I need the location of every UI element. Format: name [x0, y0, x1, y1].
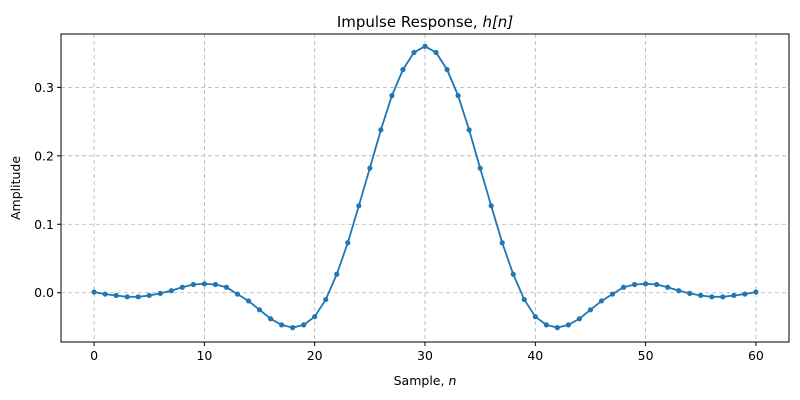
data-point — [532, 314, 538, 320]
data-point — [631, 281, 638, 288]
data-point — [267, 316, 274, 322]
data-point — [510, 271, 516, 277]
data-point — [256, 307, 263, 313]
data-point — [301, 322, 307, 328]
y-axis-label: Amplitude — [8, 156, 23, 220]
data-point — [720, 294, 726, 300]
data-point — [334, 271, 340, 277]
data-point — [698, 292, 704, 299]
data-point — [422, 43, 428, 49]
grid — [61, 34, 789, 342]
data-point — [433, 49, 439, 56]
data-point — [455, 93, 461, 99]
data-point — [323, 296, 329, 303]
data-point — [234, 291, 241, 297]
x-tick-label: 40 — [527, 348, 543, 363]
y-tick-label: 0.3 — [34, 80, 54, 95]
data-point — [620, 284, 627, 290]
data-point — [312, 314, 318, 320]
x-axis: 0 10 20 30 40 50 60 — [90, 342, 764, 363]
plot-area — [91, 43, 759, 331]
data-point — [367, 165, 373, 171]
data-point — [223, 284, 230, 290]
data-point — [146, 292, 152, 299]
data-point — [201, 281, 207, 287]
data-point — [676, 288, 682, 294]
data-point — [124, 294, 130, 300]
data-point — [279, 322, 285, 328]
y-axis: 0.0 0.1 0.2 0.3 — [34, 80, 61, 300]
data-point — [245, 298, 252, 304]
data-point — [466, 127, 472, 133]
data-point — [565, 322, 571, 328]
data-point — [91, 289, 97, 295]
data-point — [576, 316, 583, 322]
data-point — [102, 291, 108, 297]
data-point — [378, 127, 384, 133]
data-point — [731, 292, 737, 299]
y-tick-label: 0.0 — [34, 285, 54, 300]
x-tick-label: 10 — [196, 348, 212, 363]
data-point — [753, 289, 759, 295]
data-point — [709, 294, 715, 300]
y-tick-label: 0.1 — [34, 217, 54, 232]
data-point — [389, 93, 395, 99]
data-point — [113, 292, 119, 299]
data-point — [488, 203, 494, 209]
data-point — [598, 298, 605, 304]
x-tick-label: 20 — [307, 348, 323, 363]
x-tick-label: 50 — [638, 348, 654, 363]
data-point — [587, 307, 594, 313]
data-point — [400, 66, 406, 73]
data-point — [411, 49, 417, 56]
data-point — [521, 296, 527, 303]
x-tick-label: 30 — [417, 348, 433, 363]
data-point — [554, 325, 560, 331]
data-point — [665, 284, 671, 290]
data-point — [543, 322, 549, 328]
chart-title: Impulse Response, h[n] — [337, 13, 513, 31]
data-point — [190, 281, 196, 288]
x-axis-label: Sample, n — [394, 373, 457, 388]
data-point — [356, 203, 362, 209]
data-point — [643, 281, 649, 287]
x-tick-label: 60 — [748, 348, 764, 363]
data-point — [168, 288, 174, 294]
data-point — [290, 325, 296, 331]
data-point — [499, 240, 505, 246]
data-point — [157, 290, 163, 297]
data-point — [212, 281, 219, 288]
data-point — [742, 291, 748, 297]
data-point — [477, 165, 483, 171]
data-point — [609, 291, 616, 297]
data-point — [345, 240, 351, 246]
y-tick-label: 0.2 — [34, 148, 54, 163]
data-point — [687, 290, 693, 297]
data-point — [135, 294, 141, 300]
data-point — [654, 281, 660, 288]
x-tick-label: 0 — [90, 348, 98, 363]
data-point — [179, 284, 185, 290]
data-point — [444, 66, 450, 73]
